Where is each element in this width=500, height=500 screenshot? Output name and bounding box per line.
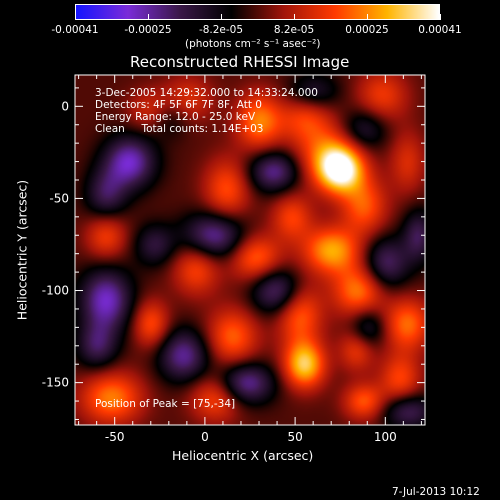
x-tick-label: -50 [105,430,125,444]
footer-date: 7-Jul-2013 10:12 [392,486,480,498]
colorbar-tick-label: 0.00041 [418,24,462,36]
colorbar-tick-mark [294,14,295,20]
x-axis-label: Heliocentric X (arcsec) [172,448,314,463]
y-tick-label: 0 [61,99,69,113]
colorbar-tick-label: 8.2e-05 [273,24,315,36]
x-tick-label: 50 [287,430,302,444]
annotation-energy: Energy Range: 12.0 - 25.0 keV [95,111,256,123]
colorbar-tick-mark [148,14,149,20]
plot-frame [74,74,426,426]
colorbar-tick-label: -0.00041 [51,24,99,36]
y-tick-label: -50 [49,191,69,205]
colorbar-tick-mark [75,14,76,20]
x-tick-label: 100 [374,430,397,444]
colorbar-tick-mark [440,14,441,20]
peak-position-label: Position of Peak = [75,-34] [95,398,236,410]
colorbar-tick-label: -0.00025 [124,24,172,36]
colorbar-tick-mark [221,14,222,20]
annotation-time: 3-Dec-2005 14:29:32.000 to 14:33:24.000 [95,87,318,99]
y-tick-label: -100 [42,284,69,298]
colorbar-tick-label: 0.00025 [345,24,389,36]
colorbar-tick-mark [367,14,368,20]
annotation-counts: Clean Total counts: 1.14E+03 [95,123,264,135]
chart-title: Reconstructed RHESSI Image [130,53,350,71]
x-tick-label: 0 [201,430,209,444]
annotation-detectors: Detectors: 4F 5F 6F 7F 8F, Att 0 [95,99,262,111]
colorbar-tick-label: -8.2e-05 [198,24,244,36]
colorbar [75,4,440,20]
y-tick-label: -150 [42,376,69,390]
heatmap-image [75,75,425,425]
y-axis-label: Heliocentric Y (arcsec) [14,179,30,321]
colorbar-unit-label: (photons cm⁻² s⁻¹ asec⁻²) [185,38,321,50]
